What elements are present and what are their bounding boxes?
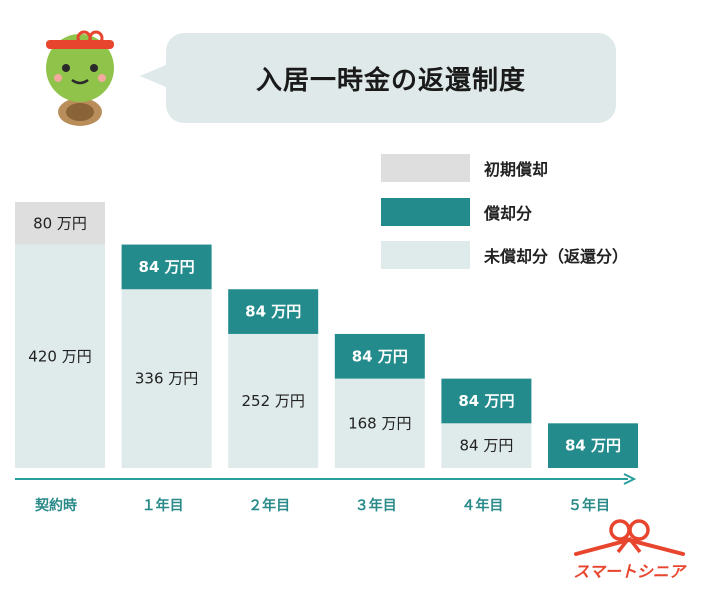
x-tick-label: ３年目 — [355, 497, 397, 514]
bar-unamortized-3 — [334, 378, 425, 468]
data-label: 84 万円 — [565, 437, 621, 455]
bar-amortized-1 — [121, 244, 212, 290]
data-label: 84 万円 — [352, 347, 408, 365]
bar-amortized-5 — [548, 423, 638, 468]
legend-swatch-amortized — [381, 198, 470, 226]
data-label: 84 万円 — [139, 258, 195, 276]
data-label: 420 万円 — [28, 347, 91, 365]
data-label: 336 万円 — [135, 370, 198, 388]
legend-swatch-initial — [381, 154, 470, 182]
legend-label-amortized: 償却分 — [484, 204, 533, 223]
data-label: 80 万円 — [33, 214, 87, 232]
bar-amortized-3 — [334, 333, 425, 379]
legend-item-unamortized: 未償却分（返還分） — [381, 241, 628, 269]
data-label: 84 万円 — [458, 392, 514, 410]
legend-label-initial: 初期償却 — [484, 160, 549, 179]
bar-unamortized-0 — [15, 244, 105, 468]
legend-label-unamortized: 未償却分（返還分） — [484, 247, 629, 266]
x-tick-label: 契約時 — [34, 497, 77, 514]
bar-initial-0 — [15, 202, 105, 245]
page-title: 入居一時金の返還制度 — [255, 65, 526, 96]
data-label: 252 万円 — [241, 392, 304, 410]
turtle-mascot-icon — [46, 30, 114, 126]
bar-amortized-2 — [228, 289, 319, 334]
brand-logo-text: スマートシニア — [573, 562, 685, 581]
x-axis-arrow-icon — [623, 473, 637, 485]
x-tick-label: ４年目 — [461, 497, 503, 514]
data-label: 84 万円 — [245, 303, 301, 321]
x-tick-label: ２年目 — [248, 497, 290, 514]
data-label: 84 万円 — [459, 437, 513, 455]
bar-unamortized-1 — [121, 289, 212, 468]
bar-amortized-4 — [441, 378, 532, 424]
bar-unamortized-4 — [441, 423, 532, 468]
bubble-tail — [140, 64, 168, 88]
bar-unamortized-2 — [228, 333, 319, 468]
legend-item-amortized: 償却分 — [381, 198, 532, 226]
x-tick-label: １年目 — [142, 497, 184, 514]
legend-swatch-unamortized — [381, 241, 470, 269]
data-label: 168 万円 — [348, 414, 411, 432]
legend-item-initial: 初期償却 — [381, 154, 548, 182]
speech-bubble — [166, 33, 616, 123]
ribbon-logo-icon — [574, 519, 685, 556]
x-tick-label: ５年目 — [568, 497, 610, 514]
